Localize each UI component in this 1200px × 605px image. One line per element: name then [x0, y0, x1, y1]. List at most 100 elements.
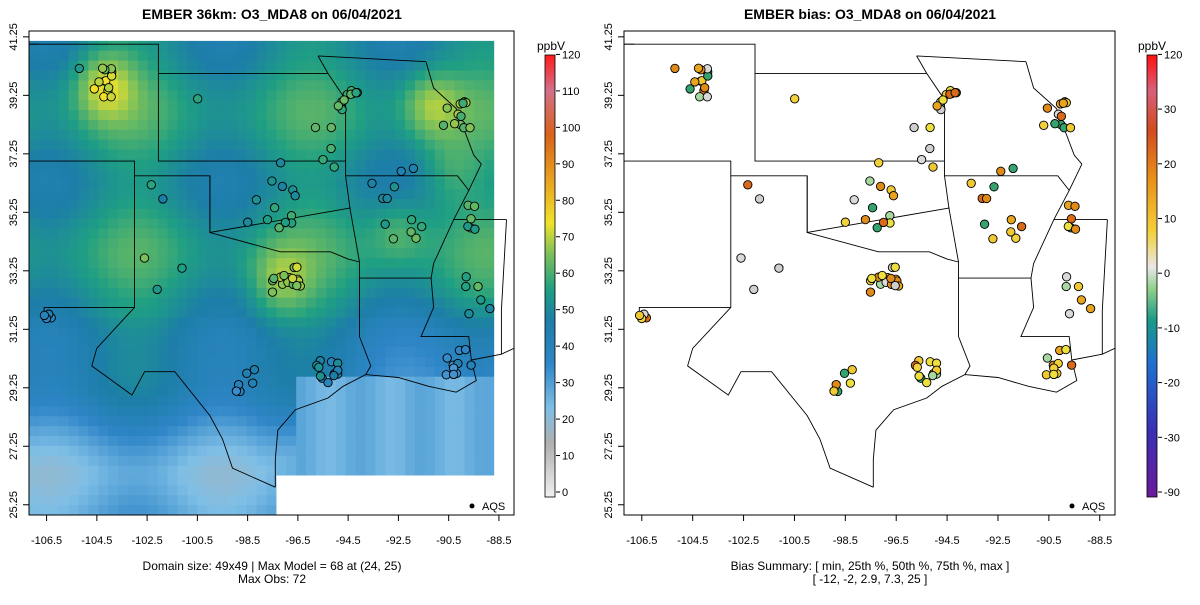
grid-cell [98, 208, 109, 220]
grid-cell [207, 90, 218, 101]
grid-cell [405, 465, 416, 476]
grid-cell [177, 327, 188, 338]
grid-cell [226, 90, 238, 101]
colorbar-tick-label: 110 [562, 86, 580, 98]
grid-cell [355, 248, 366, 259]
grid-cell [434, 60, 446, 71]
grid-cell [68, 268, 79, 279]
aqs-site [158, 194, 168, 204]
grid-cell [355, 31, 366, 42]
aqs-site [485, 303, 495, 314]
grid-cell [484, 435, 495, 447]
grid-cell [207, 435, 218, 447]
grid-cell [88, 60, 99, 71]
grid-cell [444, 198, 456, 210]
grid-cell [464, 386, 475, 397]
grid-cell [385, 287, 396, 299]
grid-cell [98, 356, 109, 368]
grid-cell [395, 426, 406, 437]
grid-cell [345, 406, 357, 417]
grid-cell [494, 119, 505, 131]
grid-cell [444, 386, 456, 397]
grid-cell [424, 356, 436, 368]
grid-cell [217, 386, 228, 397]
grid-cell [276, 386, 287, 397]
grid-cell [58, 495, 69, 506]
grid-cell [177, 268, 188, 279]
aqs-site [177, 263, 187, 273]
grid-cell [167, 287, 178, 299]
grid-cell [385, 327, 396, 338]
grid-cell [504, 426, 514, 437]
grid-cell [276, 307, 287, 318]
grid-cell [167, 317, 178, 328]
grid-cell [48, 80, 60, 91]
grid-cell [355, 455, 366, 467]
grid-cell [58, 356, 69, 368]
aqs-site [326, 143, 336, 154]
grid-cell [29, 445, 40, 457]
grid-cell [375, 366, 386, 378]
grid-cell [246, 287, 258, 299]
aqs-site [106, 92, 116, 102]
x-tick-label: -106.5 [31, 535, 62, 547]
grid-cell [226, 40, 238, 52]
grid-cell [187, 455, 198, 467]
grid-cell [484, 297, 495, 308]
grid-cell [207, 337, 218, 348]
grid-cell [385, 435, 396, 447]
grid-cell [355, 149, 366, 160]
grid-cell [355, 307, 366, 318]
grid-cell [68, 139, 79, 150]
grid-cell [484, 455, 495, 467]
grid-cell [306, 406, 317, 417]
grid-cell [504, 366, 514, 378]
grid-cell [335, 60, 347, 71]
grid-cell [246, 100, 258, 111]
grid-cell [434, 297, 446, 308]
grid-cell [157, 416, 168, 427]
grid-cell [48, 149, 60, 160]
grid-cell [48, 169, 60, 180]
grid-cell [197, 475, 208, 486]
aqs-site [1070, 201, 1080, 211]
grid-cell [444, 307, 456, 318]
aqs-site [867, 273, 877, 284]
grid-cell [335, 416, 347, 427]
grid-cell [405, 327, 416, 338]
grid-cell [217, 495, 228, 506]
grid-cell [236, 307, 248, 318]
grid-cell [335, 455, 347, 467]
grid-cell [118, 139, 129, 150]
aqs-site [274, 223, 284, 233]
grid-cell [147, 485, 159, 496]
grid-cell [78, 258, 89, 269]
grid-cell [375, 159, 386, 170]
aqs-site [323, 377, 333, 388]
grid-cell [167, 129, 178, 141]
grid-cell [434, 307, 446, 318]
grid-cell [197, 297, 208, 308]
grid-cell [296, 297, 307, 308]
grid-cell [127, 505, 139, 515]
grid-cell [78, 396, 89, 407]
grid-cell [286, 179, 297, 190]
grid-cell [207, 396, 218, 407]
grid-cell [38, 119, 50, 131]
grid-cell [325, 445, 337, 457]
grid-cell [335, 426, 347, 437]
grid-cell [355, 179, 366, 190]
grid-cell [276, 80, 287, 91]
grid-cell [187, 189, 198, 200]
grid-cell [177, 31, 188, 42]
grid-cell [226, 208, 238, 220]
grid-cell [147, 347, 159, 358]
grid-cell [197, 119, 208, 131]
grid-cell [484, 258, 495, 269]
grid-cell [454, 307, 465, 318]
grid-cell [207, 376, 218, 387]
grid-cell [474, 475, 485, 486]
grid-cell [236, 208, 248, 220]
grid-cell [127, 485, 139, 496]
grid-cell [236, 189, 248, 200]
